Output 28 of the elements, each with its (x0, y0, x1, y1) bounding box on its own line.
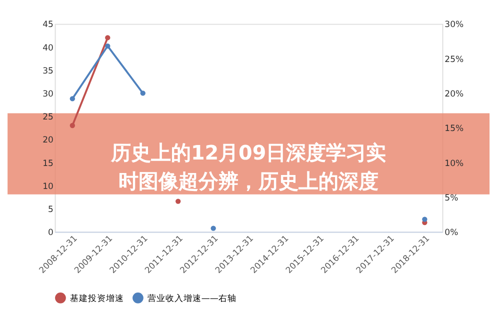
y2-tick-label: 0% (444, 228, 458, 238)
annotation: 历史上的12月09日深度学习实时图像超分辨，历史上的深度 (110, 141, 386, 193)
y2-tick-label: 20% (444, 89, 464, 100)
y2-tick-label: 10% (444, 158, 464, 169)
y-tick-label: 45 (42, 20, 54, 30)
y-tick-label: 20 (42, 136, 54, 146)
point (140, 90, 146, 96)
y2-tick-label: 30% (444, 20, 464, 30)
y-tick-label: 40 (42, 43, 54, 54)
point (70, 122, 76, 128)
y2-tick-label: 25% (444, 54, 464, 65)
y-tick-label: 25 (42, 112, 54, 123)
point (422, 216, 428, 222)
y2-tick-label: 15% (444, 124, 464, 134)
point (70, 96, 76, 102)
point (105, 35, 110, 40)
y-tick-label: 30 (42, 89, 54, 100)
legend-label: 营业收入增速——右轴 (147, 292, 236, 304)
y2-tick-label: 5% (444, 193, 458, 204)
y-tick-label: 10 (42, 182, 54, 192)
y-tick-label: 5 (48, 204, 54, 215)
y-tick-label: 0 (48, 228, 54, 238)
point (210, 226, 216, 231)
point (105, 43, 110, 49)
point (176, 198, 181, 204)
legend-label: 基建投资增速 (70, 292, 124, 304)
y-tick-label: 15 (42, 158, 54, 169)
y-tick-label: 35 (42, 66, 54, 76)
